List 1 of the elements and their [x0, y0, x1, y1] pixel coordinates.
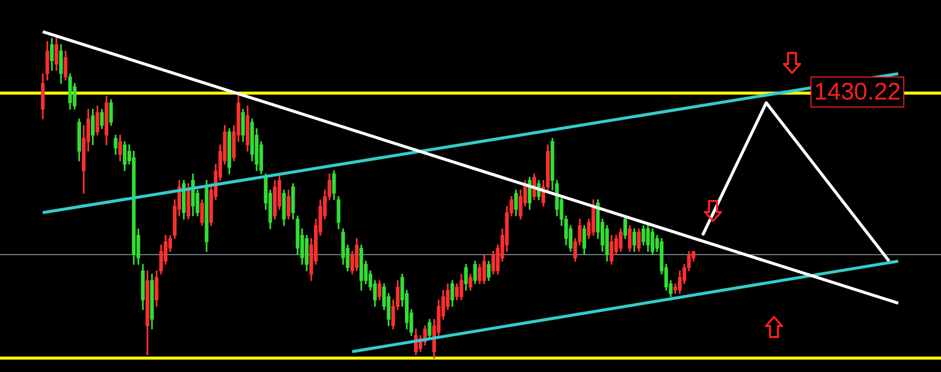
annotation: 1430.22: [814, 78, 901, 106]
